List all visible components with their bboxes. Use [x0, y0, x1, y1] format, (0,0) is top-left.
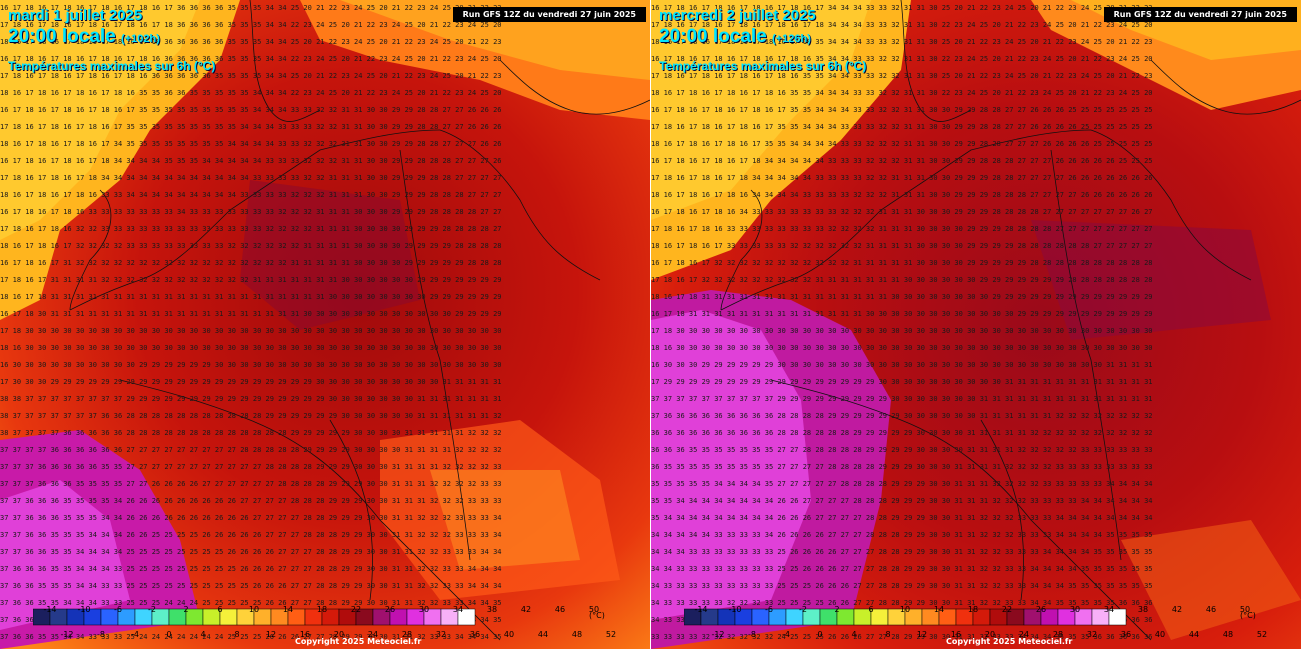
- scale-tick-label: -4: [131, 630, 139, 639]
- scale-tick-label: 28: [402, 630, 412, 639]
- scale-tick-label: 48: [1223, 630, 1233, 639]
- scale-tick-label: 34: [453, 605, 463, 614]
- scale-unit: (°C): [589, 611, 605, 620]
- map-panel-right: 16 17 18 16 17 18 16 17 18 16 17 18 16 1…: [651, 0, 1301, 649]
- scale-tick-label: 20: [334, 630, 344, 639]
- scale-tick-label: 8: [234, 630, 239, 639]
- scale-tick-label: -6: [114, 605, 122, 614]
- parameter-label: Températures maximales sur 6h (°C): [659, 59, 867, 73]
- scale-swatch: [457, 608, 476, 626]
- scale-tick-label: 14: [283, 605, 293, 614]
- scale-tick-label: 28: [1053, 630, 1063, 639]
- color-scale: -14 -10 -6 -2 2 6 10 14 18 22 26 30 34 38 42 46 50 -12 -8-…: [684, 605, 1274, 645]
- scale-tick-label: 44: [1189, 630, 1199, 639]
- parameter-label: Températures maximales sur 6h (°C): [8, 59, 216, 73]
- time-label: 20:00 locale: [659, 26, 767, 47]
- scale-tick-label: 12: [266, 630, 276, 639]
- scale-tick-label: 52: [1257, 630, 1267, 639]
- scale-tick-label: 36: [470, 630, 480, 639]
- scale-swatch: [1108, 608, 1127, 626]
- scale-tick-label: -14: [694, 605, 707, 614]
- scale-tick-label: 0: [166, 630, 171, 639]
- scale-swatch: [836, 608, 855, 626]
- scale-tick-label: -12: [711, 630, 724, 639]
- scale-tick-label: 26: [385, 605, 395, 614]
- temperature-map-left: [0, 0, 650, 649]
- lead-time: (+102h): [121, 33, 160, 45]
- scale-tick-label: 52: [606, 630, 616, 639]
- scale-tick-label: 38: [1138, 605, 1148, 614]
- scale-tick-label: 18: [968, 605, 978, 614]
- scale-tick-label: -12: [60, 630, 73, 639]
- scale-tick-label: 10: [249, 605, 259, 614]
- scale-tick-label: 8: [885, 630, 890, 639]
- scale-tick-label: 24: [368, 630, 378, 639]
- scale-tick-label: -2: [799, 605, 807, 614]
- scale-tick-label: 4: [851, 630, 856, 639]
- scale-tick-label: -6: [765, 605, 773, 614]
- forecast-time: 20:00 locale (+102h): [8, 26, 160, 48]
- scale-tick-label: 22: [351, 605, 361, 614]
- scale-tick-label: 34: [1104, 605, 1114, 614]
- scale-tick-label: 46: [1206, 605, 1216, 614]
- time-label: 20:00 locale: [8, 26, 116, 47]
- forecast-date: mercredi 2 juillet 2025: [659, 7, 816, 24]
- scale-tick-label: 32: [436, 630, 446, 639]
- scale-tick-label: 42: [1172, 605, 1182, 614]
- forecast-time: 20:00 locale (+126h): [659, 26, 811, 48]
- scale-tick-label: 30: [1070, 605, 1080, 614]
- scale-tick-label: 0: [817, 630, 822, 639]
- scale-tick-label: 2: [183, 605, 188, 614]
- scale-tick-label: 4: [200, 630, 205, 639]
- scale-swatch: [219, 608, 238, 626]
- copyright: Copyright 2025 Meteociel.fr: [946, 637, 1073, 646]
- scale-tick-label: 44: [538, 630, 548, 639]
- scale-tick-label: 10: [900, 605, 910, 614]
- scale-tick-label: 38: [487, 605, 497, 614]
- scale-tick-label: -2: [148, 605, 156, 614]
- scale-swatch: [185, 608, 204, 626]
- scale-tick-label: 2: [834, 605, 839, 614]
- scale-tick-label: 26: [1036, 605, 1046, 614]
- scale-tick-label: -14: [43, 605, 56, 614]
- forecast-date: mardi 1 juillet 2025: [8, 7, 143, 24]
- scale-tick-label: 24: [1019, 630, 1029, 639]
- scale-tick-label: 48: [572, 630, 582, 639]
- value-grid-right: 16 17 18 16 17 18 16 17 18 16 17 18 16 1…: [651, 4, 1157, 641]
- run-label: Run GFS 12Z du vendredi 27 juin 2025: [1103, 7, 1297, 22]
- scale-tick-label: 50: [1240, 605, 1250, 614]
- scale-tick-label: 30: [419, 605, 429, 614]
- panel-divider: [650, 0, 651, 649]
- copyright: Copyright 2025 Meteociel.fr: [295, 637, 422, 646]
- scale-tick-label: 42: [521, 605, 531, 614]
- map-panel-left: 16 17 18 16 17 18 16 17 18 16 17 18 16 1…: [0, 0, 650, 649]
- value-grid-left: 16 17 18 16 17 18 16 17 18 16 17 18 16 1…: [0, 4, 506, 641]
- scale-tick-label: 22: [1002, 605, 1012, 614]
- scale-tick-label: 20: [985, 630, 995, 639]
- scale-tick-label: 46: [555, 605, 565, 614]
- scale-tick-label: -8: [748, 630, 756, 639]
- scale-tick-label: -8: [97, 630, 105, 639]
- scale-tick-label: -10: [77, 605, 90, 614]
- scale-tick-label: 50: [589, 605, 599, 614]
- scale-tick-label: 18: [317, 605, 327, 614]
- run-label: Run GFS 12Z du vendredi 27 juin 2025: [452, 7, 646, 22]
- scale-unit: (°C): [1240, 611, 1256, 620]
- scale-tick-label: 12: [917, 630, 927, 639]
- scale-tick-label: 16: [951, 630, 961, 639]
- scale-swatch: [870, 608, 889, 626]
- scale-tick-label: -10: [728, 605, 741, 614]
- scale-tick-label: 40: [504, 630, 514, 639]
- scale-tick-label: 36: [1121, 630, 1131, 639]
- scale-tick-label: 6: [868, 605, 873, 614]
- scale-tick-label: -4: [782, 630, 790, 639]
- scale-tick-label: 14: [934, 605, 944, 614]
- temperature-map-right: [651, 0, 1301, 649]
- scale-tick-label: 40: [1155, 630, 1165, 639]
- scale-tick-label: 6: [217, 605, 222, 614]
- lead-time: (+126h): [772, 33, 811, 45]
- color-scale: -14 -10 -6 -2 2 6 10 14 18 22 26 30 34 38 42 46 50 -12 -8-…: [33, 605, 623, 645]
- scale-tick-label: 16: [300, 630, 310, 639]
- scale-tick-label: 32: [1087, 630, 1097, 639]
